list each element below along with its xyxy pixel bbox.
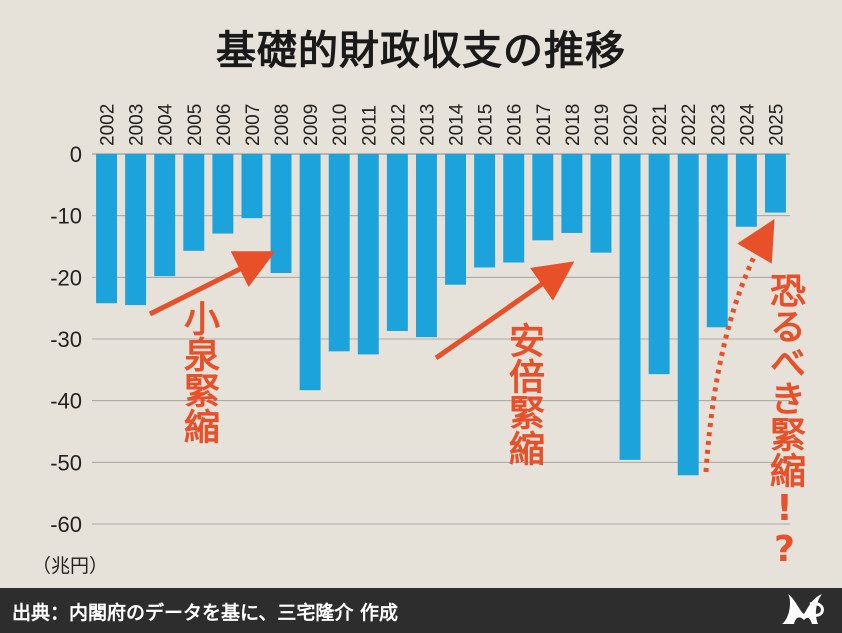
bar-2020: [619, 154, 641, 460]
x-tick-label: 2017: [534, 104, 555, 146]
bar-2016: [503, 154, 525, 263]
x-tick-label: 2008: [272, 104, 293, 146]
y-tick-label: -60: [50, 512, 82, 537]
koizumi-arrow: [148, 251, 276, 317]
chart-title: 基礎的財政収支の推移: [216, 28, 626, 74]
x-tick-label: 2002: [98, 104, 119, 146]
bar-2014: [445, 154, 467, 285]
bar-2008: [270, 154, 292, 274]
bar-2018: [561, 154, 583, 233]
x-tick-label: 2025: [766, 104, 787, 146]
x-tick-label: 2016: [505, 104, 526, 146]
bar-2012: [386, 154, 408, 331]
bar-2005: [183, 154, 205, 251]
x-tick-label: 2012: [388, 104, 409, 146]
y-tick-label: -20: [50, 265, 82, 290]
footer: 出典：内閣府のデータを基に、三宅隆介 作成: [0, 588, 842, 633]
bar-2009: [299, 154, 321, 391]
y-tick-label: -10: [50, 204, 82, 229]
x-tick-label: 2024: [737, 103, 758, 146]
bar-2011: [357, 154, 379, 355]
bar-2015: [474, 154, 496, 268]
x-tick-label: 2020: [621, 104, 642, 146]
brand-logo-icon: [782, 594, 824, 624]
y-tick-label: -40: [50, 389, 82, 414]
y-tick-label: -50: [50, 450, 82, 475]
bar-2007: [241, 154, 263, 219]
x-tick-label: 2010: [330, 104, 351, 146]
bar-2002: [96, 154, 118, 304]
bars: [96, 154, 786, 476]
x-tick-label: 2015: [476, 104, 497, 146]
annotation-koizumi: 小泉緊縮: [178, 300, 219, 444]
y-tick-label: 0: [70, 142, 82, 167]
bar-2010: [328, 154, 350, 352]
future-arrow: [703, 219, 775, 473]
bar-2006: [212, 154, 234, 234]
x-tick-label: 2023: [708, 104, 729, 146]
source-credit: 出典：内閣府のデータを基に、三宅隆介 作成: [12, 602, 399, 624]
bar-2024: [735, 154, 757, 227]
x-tick-label: 2013: [417, 104, 438, 146]
abe-arrow: [434, 261, 575, 361]
annotation-abe: 安倍緊縮: [503, 322, 544, 466]
bar-2004: [154, 154, 176, 277]
bar-chart: 0 -10 -20 -30 -40 -50 -60 2002 2003 2004 2005 2006…: [50, 103, 790, 537]
bar-2025: [764, 154, 786, 213]
grid-lines: [92, 153, 790, 525]
bar-2019: [590, 154, 612, 253]
x-tick-label: 2018: [563, 104, 584, 146]
y-axis-ticks: 0 -10 -20 -30 -40 -50 -60: [50, 142, 82, 537]
y-axis-unit: （兆円）: [32, 555, 109, 577]
bar-2022: [677, 154, 699, 476]
x-tick-label: 2021: [650, 104, 671, 146]
bar-2003: [125, 154, 147, 306]
y-tick-label: -30: [50, 327, 82, 352]
x-tick-label: 2005: [185, 104, 206, 146]
bar-2013: [415, 154, 437, 338]
x-tick-label: 2007: [243, 104, 264, 146]
x-tick-label: 2019: [592, 104, 613, 146]
bar-2017: [532, 154, 554, 241]
bar-2023: [706, 154, 728, 328]
x-tick-label: 2009: [301, 104, 322, 146]
x-tick-label: 2004: [156, 103, 177, 146]
x-tick-label: 2014: [447, 103, 468, 146]
x-axis-ticks: 2002 2003 2004 2005 2006 2007 2008 2009 2010 2011…: [98, 103, 788, 146]
bar-2021: [648, 154, 670, 375]
x-tick-label: 2006: [214, 104, 235, 146]
annotation-future: 恐るべき緊縮!?: [764, 272, 805, 570]
x-tick-label: 2003: [127, 104, 148, 146]
x-tick-label: 2011: [359, 105, 380, 146]
x-tick-label: 2022: [679, 104, 700, 146]
